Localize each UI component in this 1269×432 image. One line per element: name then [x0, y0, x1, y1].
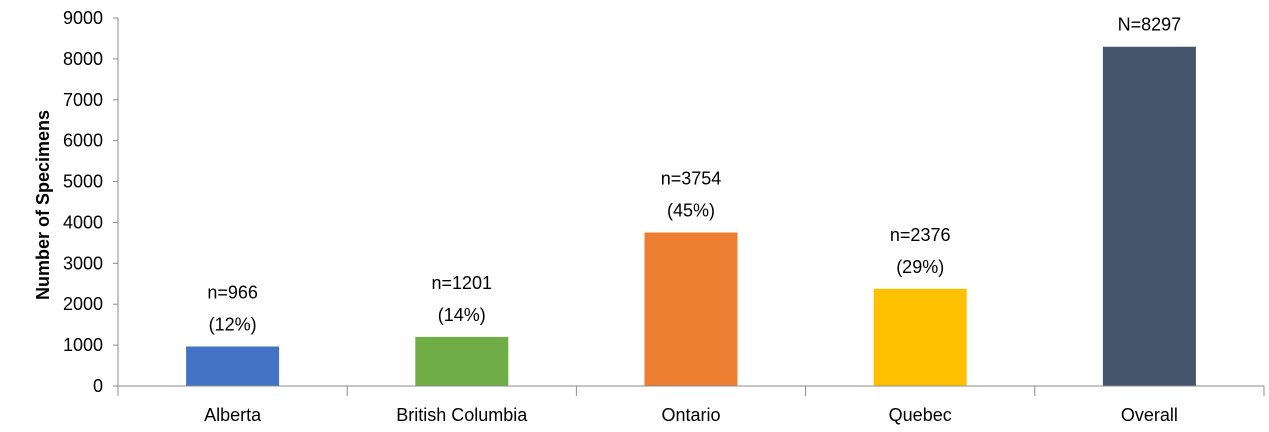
- y-tick-label: 7000: [63, 90, 103, 110]
- data-label: (12%): [209, 315, 257, 335]
- bar-quebec: [873, 288, 967, 386]
- data-label: n=2376: [890, 225, 951, 245]
- y-tick-label: 2000: [63, 294, 103, 314]
- data-label: (29%): [896, 257, 944, 277]
- bar-british-columbia: [415, 336, 509, 386]
- bar-overall: [1102, 46, 1196, 387]
- data-label: n=3754: [661, 169, 722, 189]
- y-axis-ticks: 0 1000 2000 3000 4000 5000 6000 7000 8000 9000: [63, 8, 118, 396]
- bar-ontario: [644, 232, 738, 386]
- y-tick-label: 5000: [63, 172, 103, 192]
- y-axis-title: Number of Specimens: [33, 110, 53, 300]
- data-label: n=966: [207, 283, 258, 303]
- y-tick-label: 3000: [63, 253, 103, 273]
- data-label: n=1201: [432, 273, 493, 293]
- x-tick-label: Ontario: [661, 405, 720, 425]
- y-tick-label: 8000: [63, 49, 103, 69]
- axes: [117, 18, 1264, 387]
- y-tick-label: 1000: [63, 335, 103, 355]
- bars: [186, 46, 1196, 387]
- x-tick-label: Overall: [1121, 405, 1178, 425]
- y-axis-title-group: Number of Specimens: [33, 110, 53, 300]
- data-label: (14%): [438, 305, 486, 325]
- x-tick-label: Alberta: [204, 405, 262, 425]
- x-tick-label: British Columbia: [396, 405, 528, 425]
- x-axis-ticks: Alberta British Columbia Ontario Quebec Over…: [117, 386, 1265, 425]
- data-label: N=8297: [1118, 15, 1182, 35]
- y-tick-label: 0: [93, 376, 103, 396]
- y-tick-label: 9000: [63, 8, 103, 28]
- y-tick-label: 4000: [63, 212, 103, 232]
- data-labels: n=966 (12%) n=1201 (14%) n=3754 (45%) n=2376 (2…: [207, 15, 1181, 335]
- bar-alberta: [186, 346, 280, 386]
- x-tick-label: Quebec: [889, 405, 952, 425]
- data-label: (45%): [667, 201, 715, 221]
- y-tick-label: 6000: [63, 131, 103, 151]
